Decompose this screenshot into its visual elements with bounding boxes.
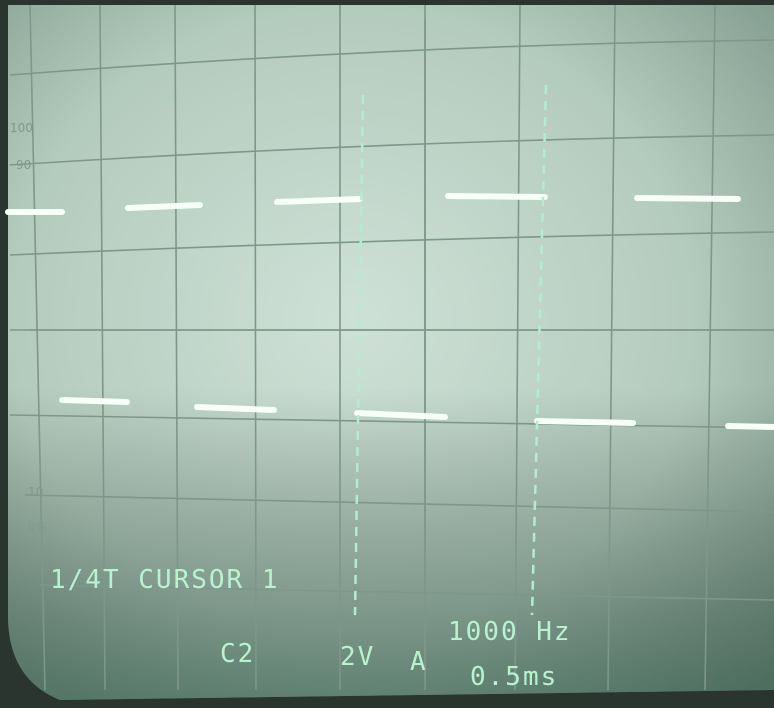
traces	[5, 193, 774, 430]
trace-low	[354, 410, 448, 420]
graticule	[9, 4, 774, 691]
timebase-readout: 0.5ms	[470, 662, 558, 692]
trace-high	[125, 202, 203, 211]
trace-low	[725, 423, 774, 430]
cursor-mode: 1/4T CURSOR 1	[50, 565, 280, 595]
trace-low	[59, 397, 130, 405]
graticule-label: 90	[16, 158, 31, 172]
trace-low	[534, 418, 636, 426]
volts-readout: 2V	[340, 642, 375, 672]
trace-high	[274, 196, 363, 205]
trace-high	[445, 193, 548, 200]
graticule-label: 0%	[28, 520, 47, 534]
cursor-line	[353, 94, 365, 616]
graticule-label: 100	[10, 121, 33, 135]
graticule-label: 10	[28, 485, 43, 499]
frequency-readout: 1000 Hz	[448, 617, 572, 647]
channel-readout: C2	[220, 639, 255, 669]
trace-high	[634, 195, 741, 202]
trace-low	[194, 404, 277, 413]
cursor-line	[530, 84, 548, 616]
crt-shade	[8, 5, 774, 700]
trigger-readout: A	[410, 647, 428, 677]
